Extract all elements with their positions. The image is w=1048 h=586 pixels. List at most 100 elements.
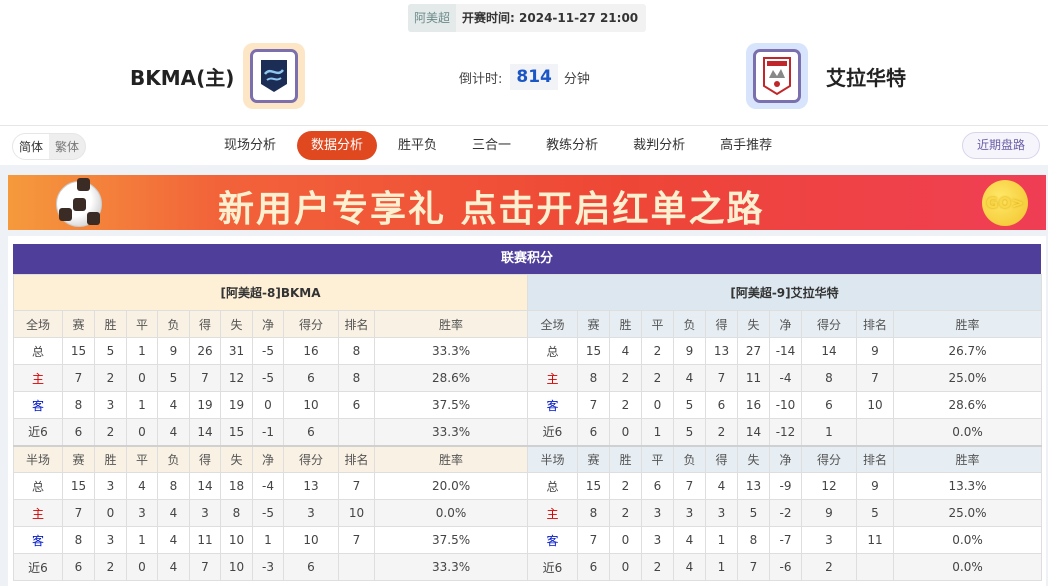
column-header: 得分	[283, 310, 339, 338]
row-label: 总	[13, 337, 63, 365]
row-label: 客	[13, 526, 63, 554]
stat-cell: 6	[641, 472, 674, 500]
league-badge[interactable]: 阿美超	[408, 4, 457, 32]
stat-cell: 5	[157, 364, 190, 392]
stat-cell: 6	[577, 553, 610, 581]
stat-cell: 19	[189, 391, 221, 419]
stat-cell: 0	[609, 553, 642, 581]
column-header: 胜	[609, 310, 642, 338]
stat-cell: 3	[94, 391, 127, 419]
countdown-label: 倒计时:	[459, 71, 503, 87]
stat-cell: 15	[577, 472, 610, 500]
stat-cell: 1	[126, 526, 158, 554]
column-header: 得分	[801, 310, 857, 338]
stat-cell: 13.3%	[893, 472, 1042, 500]
table-row: 总 15 2 6 7 4 13 -9 12 9 13.3%	[527, 472, 1042, 500]
stat-cell: 6	[283, 418, 339, 446]
stat-cell: 31	[220, 337, 253, 365]
stat-cell: 13	[283, 472, 339, 500]
table-row: 近6 6 0 2 4 1 7 -6 2 0.0%	[527, 553, 1042, 581]
tab-data-analysis[interactable]: 数据分析	[297, 131, 378, 160]
stat-cell: 3	[641, 499, 674, 527]
stat-cell: 15	[220, 418, 253, 446]
countdown: 倒计时: 814 分钟	[459, 64, 590, 90]
stat-cell: 8	[801, 364, 857, 392]
tab-win-draw-loss[interactable]: 胜平负	[398, 138, 438, 153]
stat-cell: 13	[705, 337, 738, 365]
column-header: 排名	[856, 444, 894, 473]
stat-cell: 14	[737, 418, 770, 446]
column-header: 负	[157, 444, 190, 473]
stat-cell: 13	[737, 472, 770, 500]
go-coin-icon[interactable]: GO>	[982, 180, 1028, 226]
stat-cell: 6	[283, 553, 339, 581]
table-row: 客 7 0 3 4 1 8 -7 3 11 0.0%	[527, 526, 1042, 554]
team-standings-title[interactable]: [阿美超-9]艾拉华特	[527, 274, 1042, 311]
stat-cell: 6	[283, 364, 339, 392]
stat-cell: 7	[737, 553, 770, 581]
stat-cell: 3	[641, 526, 674, 554]
stat-cell: 4	[157, 418, 190, 446]
stat-cell: 8	[737, 526, 770, 554]
stat-cell: 4	[157, 526, 190, 554]
stat-cell: 8	[577, 499, 610, 527]
lang-simplified[interactable]: 简体	[13, 134, 50, 159]
stat-cell: 19	[220, 391, 253, 419]
stat-cell: 12	[220, 364, 253, 392]
stat-cell: 2	[705, 418, 738, 446]
column-header: 赛	[577, 444, 610, 473]
row-label: 主	[527, 364, 578, 392]
stat-cell: 1	[801, 418, 857, 446]
stat-cell: 10	[220, 526, 253, 554]
home-team-logo[interactable]	[243, 43, 305, 109]
column-header: 胜率	[893, 444, 1042, 473]
table-row: 主 7 0 3 4 3 8 -5 3 10 0.0%	[13, 499, 529, 527]
stat-cell: -7	[769, 526, 802, 554]
stat-cell: 12	[801, 472, 857, 500]
lang-traditional[interactable]: 繁体	[55, 140, 80, 154]
tab-referee-analysis[interactable]: 裁判分析	[633, 138, 686, 153]
stat-cell: 6	[577, 418, 610, 446]
stat-cell: 7	[189, 553, 221, 581]
stat-cell: 14	[189, 418, 221, 446]
recent-odds-button[interactable]: 近期盘路	[961, 132, 1040, 159]
stat-cell: 2	[609, 472, 642, 500]
stat-cell: 8	[577, 364, 610, 392]
away-team-logo[interactable]	[746, 43, 808, 109]
stat-cell: 7	[673, 472, 706, 500]
stat-cell: -5	[252, 364, 284, 392]
tab-three-in-one[interactable]: 三合一	[472, 138, 512, 153]
table-row: 总 15 4 2 9 13 27 -14 14 9 26.7%	[527, 337, 1042, 365]
stat-cell: -4	[769, 364, 802, 392]
column-header: 胜	[609, 444, 642, 473]
team-standings-title[interactable]: [阿美超-8]BKMA	[12, 274, 529, 311]
away-standings-table: [阿美超-9]艾拉华特 全场赛胜平负得失净得分 排名 胜率总 15 4 2 9 13 27 -14 1…	[527, 274, 1042, 581]
table-row: 近6 6 2 0 4 14 15 -1 6 33.3%	[13, 418, 529, 446]
tab-coach-analysis[interactable]: 教练分析	[546, 138, 599, 153]
nav-bar: 简体 繁体 现场分析 数据分析 胜平负 三合一 教练分析 裁判分析 高手推荐 近…	[0, 125, 1048, 165]
stat-cell: 2	[609, 391, 642, 419]
match-info-bar: 阿美超 开赛时间: 2024-11-27 21:00	[408, 4, 647, 32]
stat-cell: 6	[705, 391, 738, 419]
tab-expert-picks[interactable]: 高手推荐	[720, 138, 773, 153]
row-label: 客	[527, 526, 578, 554]
column-header: 赛	[577, 310, 610, 338]
stat-cell: 0	[252, 391, 284, 419]
stat-cell	[856, 553, 894, 581]
stat-cell: 26	[189, 337, 221, 365]
column-header: 失	[737, 310, 770, 338]
column-header: 全场	[13, 310, 63, 338]
away-team-name[interactable]: 艾拉华特	[826, 66, 906, 90]
stat-cell: 4	[705, 472, 738, 500]
stat-cell: 9	[856, 337, 894, 365]
table-row: 主 8 2 3 3 3 5 -2 9 5 25.0%	[527, 499, 1042, 527]
stat-cell: 4	[126, 472, 158, 500]
standings-title: 联赛积分	[13, 244, 1041, 274]
stat-cell: 2	[94, 553, 127, 581]
stat-cell: 25.0%	[893, 499, 1042, 527]
home-team-name[interactable]: BKMA(主)	[130, 66, 235, 90]
stat-cell: 4	[673, 364, 706, 392]
stat-cell: 15	[577, 337, 610, 365]
promo-banner[interactable]: 新用户专享礼 点击开启红单之路 GO>	[8, 175, 1046, 230]
tab-live-analysis[interactable]: 现场分析	[224, 138, 277, 153]
